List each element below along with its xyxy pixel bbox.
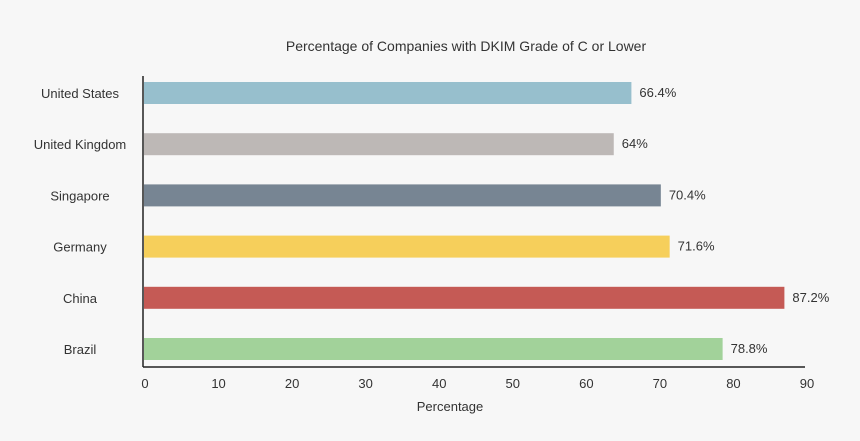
value-label-united-kingdom: 64% xyxy=(622,136,648,151)
category-label-germany: Germany xyxy=(53,240,107,255)
bar-china xyxy=(144,286,785,309)
x-axis-title: Percentage xyxy=(417,399,484,414)
bars-group xyxy=(144,82,785,360)
category-label-united-states: United States xyxy=(41,86,120,101)
value-labels-group: 66.4% 64% 70.4% 71.6% 87.2% 78.8% xyxy=(622,85,830,356)
category-label-brazil: Brazil xyxy=(64,342,97,357)
bar-singapore xyxy=(144,184,661,207)
value-label-united-states: 66.4% xyxy=(639,85,676,100)
category-label-singapore: Singapore xyxy=(50,188,109,203)
x-tick-label-0: 0 xyxy=(141,376,148,391)
x-tick-label-50: 50 xyxy=(506,376,520,391)
bar-germany xyxy=(144,235,670,258)
x-tick-labels-group: 0 10 20 30 40 50 60 70 80 90 xyxy=(141,376,814,391)
value-label-brazil: 78.8% xyxy=(731,341,768,356)
x-tick-label-90: 90 xyxy=(800,376,814,391)
value-label-singapore: 70.4% xyxy=(669,187,706,202)
category-labels-group: United States United Kingdom Singapore Germ… xyxy=(34,86,127,357)
value-label-germany: 71.6% xyxy=(678,239,715,254)
x-tick-label-80: 80 xyxy=(726,376,740,391)
value-label-china: 87.2% xyxy=(792,290,829,305)
bar-brazil xyxy=(144,338,723,360)
x-tick-label-20: 20 xyxy=(285,376,299,391)
chart-title: Percentage of Companies with DKIM Grade … xyxy=(286,38,647,54)
category-label-united-kingdom: United Kingdom xyxy=(34,137,127,152)
x-tick-label-70: 70 xyxy=(653,376,667,391)
x-tick-label-30: 30 xyxy=(358,376,372,391)
category-label-china: China xyxy=(63,291,98,306)
bar-united-kingdom xyxy=(144,133,614,156)
x-tick-label-60: 60 xyxy=(579,376,593,391)
bar-united-states xyxy=(144,82,632,104)
x-tick-label-40: 40 xyxy=(432,376,446,391)
x-tick-label-10: 10 xyxy=(211,376,225,391)
